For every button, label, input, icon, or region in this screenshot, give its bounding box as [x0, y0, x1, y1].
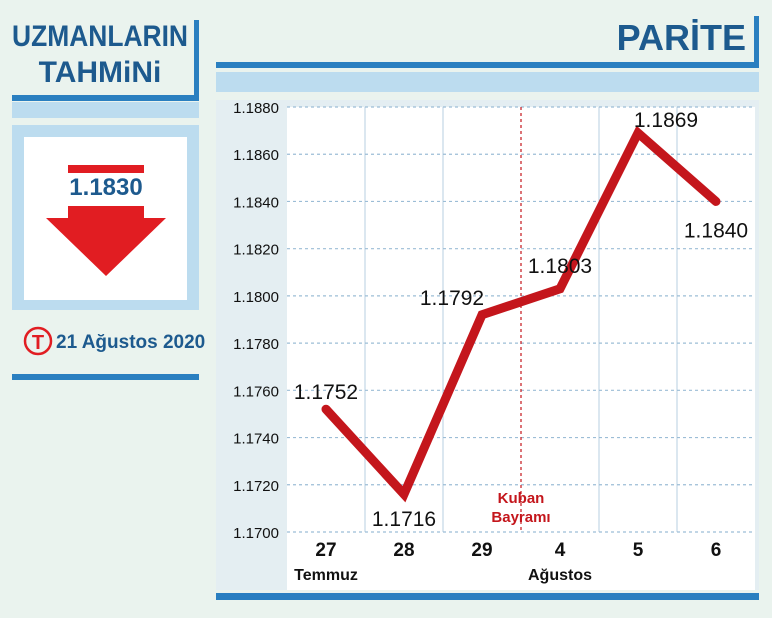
value-label: 1.1752 [294, 381, 358, 404]
logo-letter: T [32, 332, 44, 354]
x-tick-label: 27 [315, 540, 336, 561]
value-label: 1.1869 [634, 109, 698, 132]
value-label: 1.1716 [372, 508, 436, 531]
forecast-value: 1.1830 [69, 174, 142, 201]
y-tick-label: 1.1860 [233, 147, 279, 164]
rule [216, 62, 759, 68]
y-tick-label: 1.1780 [233, 336, 279, 353]
x-axis-area [287, 532, 755, 590]
band [216, 72, 759, 92]
annotation-text: Bayramı [491, 509, 550, 526]
annotation-text: Kuban [498, 490, 545, 507]
plot: 1.1700 1.1720 1.1740 1.1760 1.1780 1.1800 1.18… [233, 100, 755, 584]
y-tick-label: 1.1760 [233, 383, 279, 400]
y-tick-label: 1.1840 [233, 194, 279, 211]
x-tick-label: 6 [711, 540, 722, 561]
y-tick-label: 1.1740 [233, 431, 279, 448]
month-label: Temmuz [294, 567, 358, 584]
y-tick-label: 1.1880 [233, 100, 279, 117]
chart-title: PARİTE [617, 17, 746, 58]
value-label: 1.1803 [528, 255, 592, 278]
value-label: 1.1840 [684, 219, 748, 242]
x-tick-label: 29 [471, 540, 492, 561]
rule [12, 95, 199, 101]
forecast-title: UZMANLARIN [12, 20, 188, 53]
forecast-panel: UZMANLARIN TAHMiNi 1.1830 T 21 Ağustos 2… [12, 20, 205, 380]
value-label: 1.1792 [420, 287, 484, 310]
arrow-bar [68, 165, 144, 173]
accent [754, 16, 759, 62]
month-label: Ağustos [528, 567, 592, 584]
x-tick-label: 5 [633, 540, 644, 561]
data-line [321, 125, 721, 503]
rule [12, 374, 199, 380]
down-arrow [46, 206, 166, 276]
forecast-title: TAHMiNi [39, 56, 162, 89]
rule [216, 593, 759, 600]
x-tick-label: 28 [393, 540, 414, 561]
logo [23, 326, 53, 356]
y-tick-label: 1.1820 [233, 242, 279, 259]
accent [194, 20, 199, 100]
y-tick-label: 1.1720 [233, 478, 279, 495]
x-tick-label: 4 [555, 540, 566, 561]
y-tick-label: 1.1700 [233, 525, 279, 542]
y-tick-label: 1.1800 [233, 289, 279, 306]
band [12, 102, 199, 118]
forecast-date: 21 Ağustos 2020 [56, 332, 205, 353]
